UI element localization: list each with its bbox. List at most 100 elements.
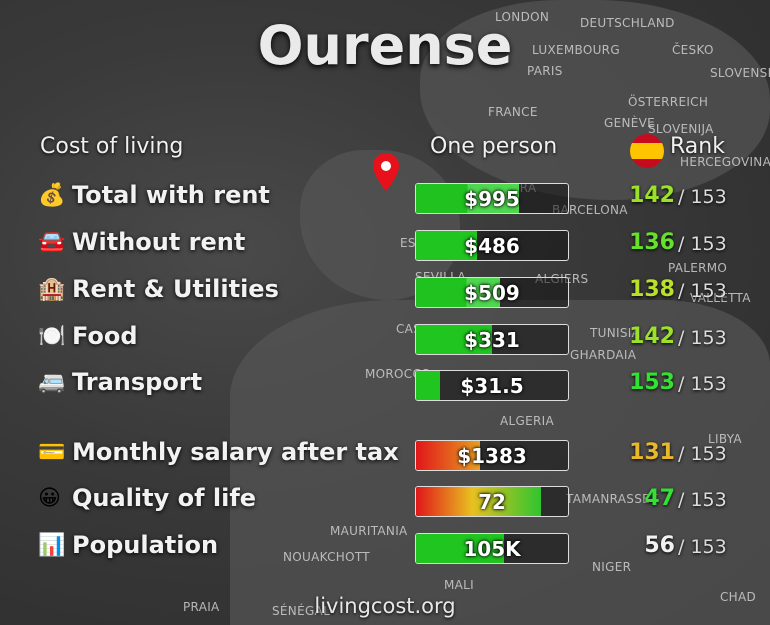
row-label: Total with rent — [72, 181, 270, 209]
bar: 105K — [415, 533, 569, 564]
row-value: $1383 — [457, 444, 527, 468]
icon: 🏨 — [38, 277, 66, 302]
rank-total: / 153 — [678, 489, 727, 511]
row-label: Monthly salary after tax — [72, 438, 399, 466]
icon: 💳 — [38, 440, 66, 465]
bar-fill — [416, 325, 492, 354]
bar-fill — [416, 487, 541, 516]
rank: 142 — [629, 183, 675, 208]
map-label: BARCELONA — [552, 203, 628, 217]
bar: $486 — [415, 230, 569, 261]
row: 💳 Monthly salary after tax $1383 131/ 153 — [0, 438, 770, 472]
bar-fill — [416, 278, 500, 307]
row-value: 105K — [463, 537, 521, 561]
bar-fill — [416, 184, 520, 213]
map-label: TUNISIA — [590, 326, 641, 340]
header-person: One person — [430, 134, 558, 159]
icon: 💰 — [38, 183, 66, 208]
map-label: DEUTSCHLAND — [580, 16, 675, 30]
icon: 🍽️ — [38, 324, 66, 349]
map-label: GENÈVE — [604, 116, 656, 130]
row-label: Quality of life — [72, 484, 257, 512]
row-label: Without rent — [72, 228, 246, 256]
row: 🚘 Without rent $486 136/ 153 — [0, 228, 770, 262]
icon: 🚐 — [38, 370, 66, 395]
bar: $995 — [415, 183, 569, 214]
flag — [630, 134, 664, 168]
map-label: PARIS — [527, 64, 563, 78]
map-label: MOROCCO — [365, 367, 431, 381]
rank-total: / 153 — [678, 373, 727, 395]
map-label: ČESKO — [672, 43, 714, 57]
icon: 🚘 — [38, 230, 66, 255]
map-label: CHAD — [720, 590, 757, 604]
map-label: SLOVENIJA — [648, 122, 714, 136]
bar-fill — [416, 534, 505, 563]
bar-fill — [416, 371, 441, 400]
map-label: PALERMO — [668, 261, 728, 275]
row: 😀 Quality of life 72 47/ 153 — [0, 484, 770, 518]
row: 🏨 Rent & Utilities $509 138/ 153 — [0, 275, 770, 309]
map-label: MAURITANIA — [330, 524, 408, 538]
map-label: ÖSTERREICH — [628, 95, 709, 109]
rank: 138 — [629, 277, 675, 302]
map-label: LUXEMBOURG — [532, 43, 620, 57]
rank: 153 — [629, 370, 675, 395]
rank-total: / 153 — [678, 233, 727, 255]
rank-total: / 153 — [678, 280, 727, 302]
map-label: GHARDAIA — [570, 348, 637, 362]
bar-fill — [416, 441, 480, 470]
row-value: $486 — [464, 234, 520, 258]
bar: 72 — [415, 486, 569, 517]
map-label: FRANCE — [488, 105, 538, 119]
rank-total: / 153 — [678, 327, 727, 349]
row-value: $331 — [464, 328, 520, 352]
row: 🚐 Transport $31.5 153/ 153 — [0, 368, 770, 402]
rank: 131 — [629, 440, 675, 465]
row-label: Food — [72, 322, 138, 350]
row-value: $509 — [464, 281, 520, 305]
map-label: SÉNÉGAL — [272, 604, 331, 618]
rank: 142 — [629, 324, 675, 349]
location-pin — [373, 153, 399, 191]
map-label: NIGER — [592, 560, 632, 574]
map-label: LONDON — [495, 10, 550, 24]
rank: 136 — [629, 230, 675, 255]
map-label: VALLETTA — [690, 291, 751, 305]
icon: 📊 — [38, 533, 66, 558]
title: Ourense — [257, 14, 513, 77]
rank: 47 — [644, 486, 675, 511]
map-label: PRAIA — [183, 600, 220, 614]
row: 🍽️ Food $331 142/ 153 — [0, 322, 770, 356]
row-value: $31.5 — [460, 374, 524, 398]
rank-total: / 153 — [678, 536, 727, 558]
bar: $1383 — [415, 440, 569, 471]
icon: 😀 — [38, 486, 61, 511]
map-label: ALGERIA — [500, 414, 554, 428]
map-label: MALI — [444, 578, 474, 592]
row-value: $995 — [464, 187, 520, 211]
bar: $509 — [415, 277, 569, 308]
map-label: TAMANRASSET — [566, 492, 658, 506]
map-label: NOUAKCHOTT — [283, 550, 370, 564]
rank-total: / 153 — [678, 443, 727, 465]
land — [420, 0, 770, 200]
map-label: HERCEGOVINA — [680, 155, 770, 169]
bar: $331 — [415, 324, 569, 355]
row: 💰 Total with rent $995 142/ 153 — [0, 181, 770, 215]
row: 📊 Population 105K 56/ 153 — [0, 531, 770, 565]
footer: livingcost.org — [314, 594, 456, 618]
bar: $31.5 — [415, 370, 569, 401]
bar-fill — [416, 231, 477, 260]
row-value: 72 — [478, 490, 506, 514]
rank-total: / 153 — [678, 186, 727, 208]
row-label: Rent & Utilities — [72, 275, 279, 303]
row-label: Transport — [72, 368, 203, 396]
rank: 56 — [644, 533, 675, 558]
row-label: Population — [72, 531, 219, 559]
map-label: SLOVENSKO — [710, 66, 770, 80]
map-label: LIBYA — [708, 432, 742, 446]
header-cost: Cost of living — [40, 134, 184, 159]
header-rank: Rank — [670, 134, 725, 159]
